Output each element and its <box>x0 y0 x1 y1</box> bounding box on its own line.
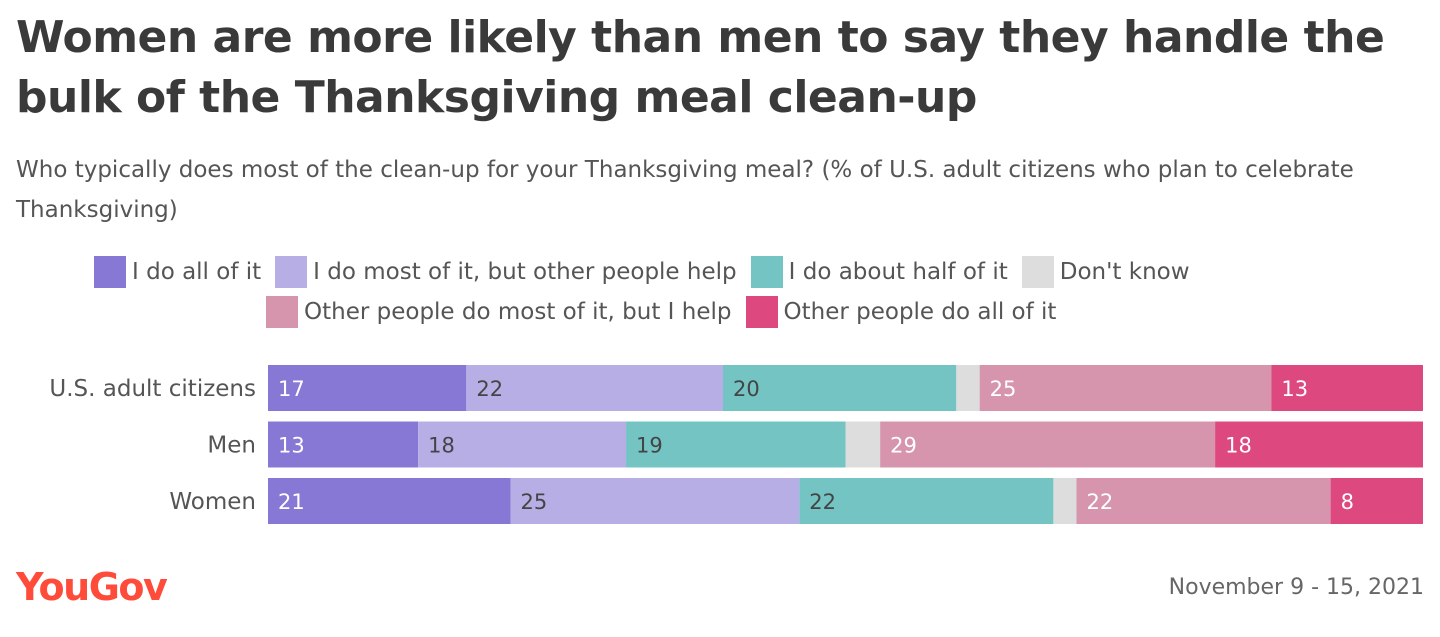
yougov-logo: YouGov <box>16 565 168 609</box>
bar-u-s-adult-citizens-other-people-do-all-of-it <box>1271 365 1423 411</box>
legend-label-i-do-most: I do most of it, but other people help <box>313 259 737 285</box>
data-label-men-other-people-do-most-of-it-but-i-help: 29 <box>890 434 917 458</box>
legend-swatch-i-do-all <box>94 256 126 288</box>
bar-u-s-adult-citizens-other-people-do-most-of-it-but-i-help <box>979 365 1272 411</box>
data-label-women-i-do-most-of-it-but-other-people-help: 25 <box>521 490 548 514</box>
chart-title: Women are more likely than men to say th… <box>16 12 1385 123</box>
bar-men-don-t-know <box>845 421 881 468</box>
legend-item-others-all: Other people do all of it <box>745 296 1057 328</box>
data-label-women-other-people-do-most-of-it-but-i-help: 22 <box>1087 490 1114 514</box>
bar-men-i-do-most-of-it-but-other-people-help <box>418 421 627 468</box>
legend-row-2: Other people do most of it, but I help O… <box>266 296 1070 328</box>
survey-date: November 9 - 15, 2021 <box>1168 575 1424 600</box>
legend-label-others-all: Other people do all of it <box>783 299 1057 325</box>
bar-women-i-do-all-of-it <box>268 478 511 524</box>
bar-women-don-t-know <box>1053 478 1077 524</box>
bar-u-s-adult-citizens-i-do-all-of-it <box>268 365 467 411</box>
legend-row-1: I do all of it I do most of it, but othe… <box>94 256 1204 288</box>
bar-men-i-do-all-of-it <box>268 421 419 468</box>
legend-item-i-do-most: I do most of it, but other people help <box>275 256 737 288</box>
stacked-bar-chart: U.S. adult citizens 17 22 20 25 13 Men 13 18 19 29… <box>49 365 1423 524</box>
bar-women-i-do-most-of-it-but-other-people-help <box>510 478 800 524</box>
data-label-u-s-adult-citizens-other-people-do-all-of-it: 13 <box>1281 377 1308 401</box>
bar-u-s-adult-citizens-don-t-know <box>956 365 980 411</box>
data-label-men-other-people-do-all-of-it: 18 <box>1225 434 1252 458</box>
legend-label-dont-know: Don't know <box>1059 259 1190 285</box>
data-label-women-other-people-do-all-of-it: 8 <box>1341 490 1354 514</box>
data-label-u-s-adult-citizens-i-do-all-of-it: 17 <box>278 377 305 401</box>
bar-women-i-do-about-half-of-it <box>799 478 1054 524</box>
category-label-women: Women <box>169 489 256 515</box>
legend-item-i-do-all: I do all of it <box>94 256 261 288</box>
legend-item-about-half: I do about half of it <box>750 256 1008 288</box>
data-label-u-s-adult-citizens-i-do-most-of-it-but-other-people-help: 22 <box>476 377 503 401</box>
data-label-women-i-do-about-half-of-it: 22 <box>809 490 836 514</box>
category-label-u-s-adult-citizens: U.S. adult citizens <box>49 376 256 402</box>
chart-subtitle: Who typically does most of the clean-up … <box>16 157 1354 223</box>
legend-swatch-others-all <box>745 296 778 328</box>
bar-men-other-people-do-most-of-it-but-i-help <box>880 421 1216 468</box>
legend-swatch-others-most <box>266 296 298 328</box>
bar-men-other-people-do-all-of-it <box>1215 421 1423 468</box>
data-label-u-s-adult-citizens-i-do-about-half-of-it: 20 <box>733 377 760 401</box>
data-label-u-s-adult-citizens-other-people-do-most-of-it-but-i-help: 25 <box>990 377 1017 401</box>
legend-label-about-half: I do about half of it <box>788 259 1008 285</box>
category-label-men: Men <box>207 433 256 459</box>
legend-item-dont-know: Don't know <box>1021 256 1190 288</box>
legend-item-others-most: Other people do most of it, but I help <box>266 296 732 328</box>
data-label-men-i-do-most-of-it-but-other-people-help: 18 <box>428 434 455 458</box>
legend-swatch-dont-know <box>1021 256 1054 288</box>
data-label-men-i-do-all-of-it: 13 <box>278 434 305 458</box>
bar-women-other-people-do-all-of-it <box>1330 478 1423 524</box>
bar-u-s-adult-citizens-i-do-most-of-it-but-other-people-help <box>466 365 723 411</box>
legend-label-i-do-all: I do all of it <box>132 259 262 285</box>
legend-label-others-most: Other people do most of it, but I help <box>304 299 732 325</box>
data-label-women-i-do-all-of-it: 21 <box>278 490 305 514</box>
bar-men-i-do-about-half-of-it <box>626 421 846 468</box>
bar-women-other-people-do-most-of-it-but-i-help <box>1076 478 1331 524</box>
data-label-men-i-do-about-half-of-it: 19 <box>636 434 663 458</box>
legend-swatch-about-half <box>750 256 783 288</box>
bar-u-s-adult-citizens-i-do-about-half-of-it <box>723 365 957 411</box>
legend-swatch-i-do-most <box>275 256 308 288</box>
